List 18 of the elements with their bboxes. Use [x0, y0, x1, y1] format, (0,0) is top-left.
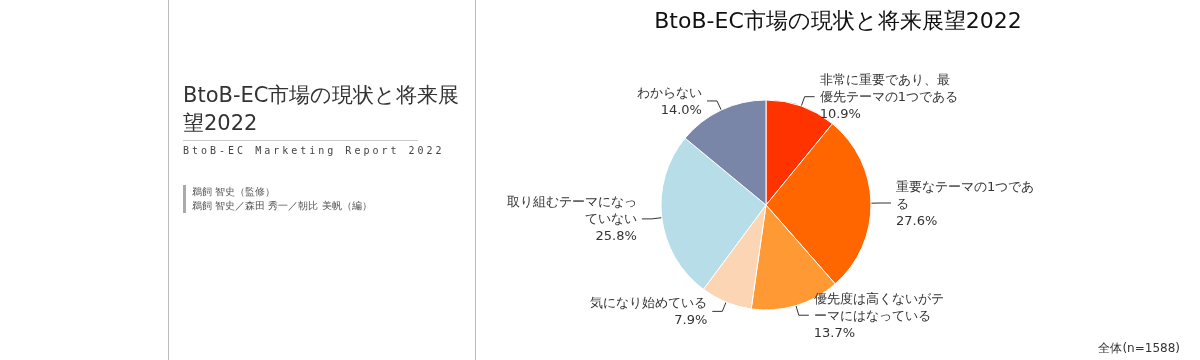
data-label: 25.8%	[595, 228, 637, 244]
slice-label: 重要なテーマの1つである	[895, 178, 1035, 211]
slice-label: 優先度は高くないがテーマにはなっている	[813, 290, 944, 323]
chart-title: BtoB-EC市場の現状と将来展望2022	[654, 7, 1022, 33]
data-label: 7.9%	[674, 312, 708, 328]
slice-label: 取り組むテーマになっていない	[506, 194, 637, 227]
slice-label: 気になり始めている	[590, 295, 708, 311]
data-label: 10.9%	[819, 106, 861, 122]
data-label: 14.0%	[660, 101, 702, 117]
data-label: 13.7%	[813, 324, 856, 340]
text: 鵜飼 智史／森田 秀一／朝比 美帆（編）	[192, 199, 372, 213]
slice-label: 非常に重要であり、最優先テーマの1つである	[819, 72, 958, 105]
slice-label: わからない	[636, 84, 702, 100]
text: 鵜飼 智史（監修）	[192, 185, 277, 199]
text: 全体(n=1588)	[1098, 341, 1180, 355]
text: BtoB-EC Marketing Report 2022	[183, 145, 445, 156]
text: BtoB-EC市場の現状と将来展望2022	[183, 82, 461, 137]
data-label: 27.6%	[895, 212, 938, 228]
